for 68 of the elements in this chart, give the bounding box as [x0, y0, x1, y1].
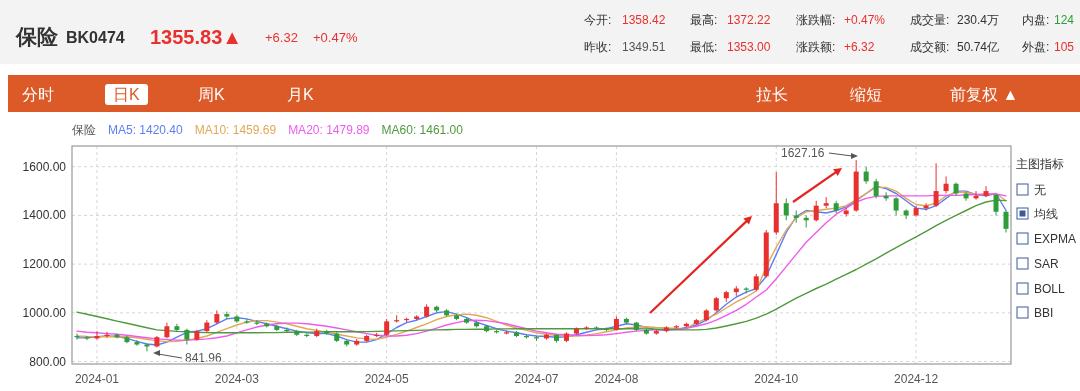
candlestick [873, 178, 879, 199]
text: MA60: 1461.00 [381, 123, 464, 137]
annotation: 1627.16 [781, 146, 825, 160]
text: 缩短 [850, 86, 882, 103]
text: 周K [198, 86, 225, 103]
x-tick-label: 2024-03 [214, 372, 260, 386]
text: 1353.00 [727, 40, 771, 54]
x-tick-label: 2024-07 [514, 372, 559, 386]
text: +6.32 [265, 30, 298, 45]
chart-title: 保险 [15, 25, 59, 48]
text: 今开: [584, 13, 612, 27]
candlestick [813, 200, 819, 223]
text: 1372.22 [727, 13, 771, 27]
annotation: 841.96 [185, 351, 223, 365]
text: 105 [1054, 40, 1075, 54]
candlestick [1003, 210, 1009, 233]
text: MA5: 1420.40 [108, 123, 184, 137]
candlestick [933, 162, 939, 208]
candlestick [134, 339, 140, 347]
text: 124 [1054, 13, 1075, 27]
text: +0.47% [313, 30, 358, 45]
text: MA10: 1459.69 [194, 123, 277, 137]
text: 均线 [1033, 207, 1058, 221]
text: 主图指标 [1016, 157, 1064, 171]
x-tick-label: 2024-08 [594, 372, 639, 386]
text: 成交量: [910, 13, 950, 27]
text: 1355.83▲ [150, 26, 243, 48]
y-tick-label: 1600.00 [22, 159, 67, 174]
text: 前复权 ▲ [950, 86, 1019, 103]
text: 230.4万 [957, 13, 1000, 27]
text: BBI [1034, 306, 1054, 320]
text: +0.47% [844, 13, 886, 27]
text: 拉长 [756, 86, 788, 103]
text: BOLL [1034, 282, 1066, 296]
text: 内盘: [1022, 13, 1050, 27]
candlestick [783, 197, 789, 221]
text: 最高: [690, 13, 718, 27]
candlestick [983, 185, 989, 198]
text: MA20: 1479.89 [288, 123, 370, 137]
y-tick-label: 1400.00 [22, 208, 67, 223]
candlestick [993, 193, 999, 216]
candlestick [943, 175, 949, 194]
text: 涨跌额: [796, 40, 836, 54]
text: 昨收: [584, 40, 612, 54]
x-tick-label: 2024-05 [364, 372, 410, 386]
chart-subtitle: BK0474 [66, 29, 125, 46]
candlestick [893, 196, 899, 216]
text: 1349.51 [622, 40, 666, 54]
text: 涨跌幅: [796, 13, 836, 27]
text: 成交额: [910, 40, 950, 54]
x-tick-label: 2024-01 [74, 372, 120, 386]
text: EXPMA [1034, 232, 1077, 246]
text: 外盘: [1022, 40, 1050, 54]
text: +6.32 [844, 40, 875, 54]
y-tick-label: 1200.00 [22, 257, 67, 272]
text: 最低: [690, 40, 718, 54]
x-tick-label: 2024-12 [894, 372, 939, 386]
x-tick-label: 2024-10 [754, 372, 799, 386]
y-tick-label: 1000.00 [22, 305, 67, 320]
text: 1358.42 [622, 13, 666, 27]
text: 日K [113, 86, 140, 103]
text: 分时 [22, 86, 54, 103]
text: 50.74亿 [957, 40, 1000, 54]
legend-title: 保险 [72, 123, 96, 137]
text: 无 [1034, 183, 1046, 197]
y-tick-label: 800.00 [29, 354, 67, 369]
text: SAR [1034, 257, 1060, 271]
text: 月K [287, 86, 314, 103]
